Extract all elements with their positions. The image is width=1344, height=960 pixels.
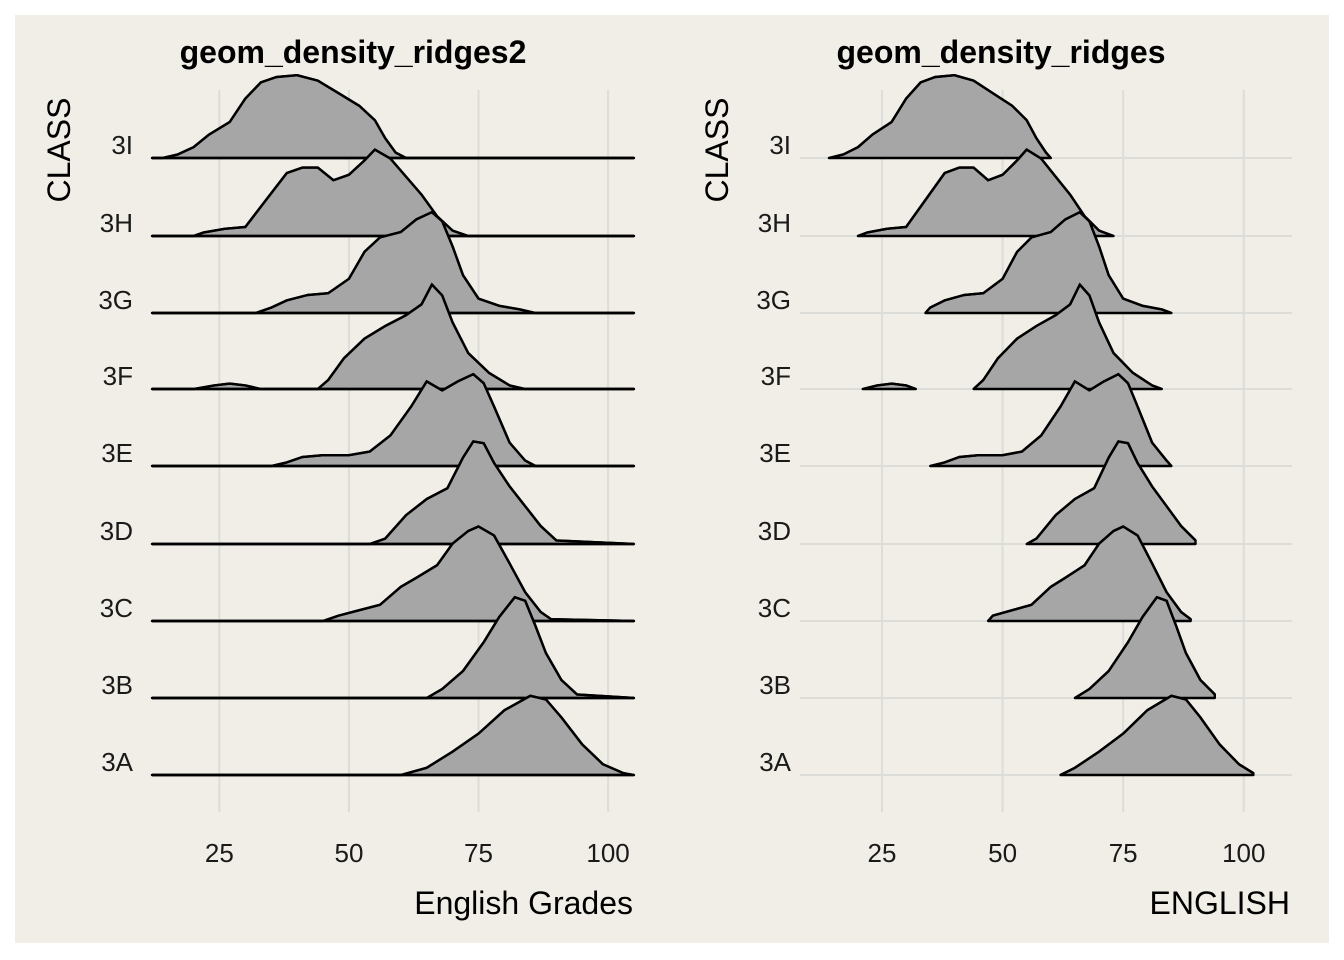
x-tick-label: 50: [334, 838, 363, 868]
ridge-outline-3F: [972, 282, 1163, 391]
ridge-outline-3A: [1059, 694, 1255, 777]
y-tick-label-3D: 3D: [758, 516, 791, 546]
y-tick-label-3I: 3I: [769, 130, 791, 160]
y-tick-label-3E: 3E: [101, 438, 133, 468]
ridge-outline-3B: [152, 595, 635, 700]
y-tick-label-3B: 3B: [101, 670, 133, 700]
ridge-outline-3C: [152, 525, 635, 623]
x-tick-label: 100: [586, 838, 629, 868]
ridge-outline-3H: [152, 148, 634, 238]
ridge-outline-3H: [857, 148, 1114, 238]
ridge-outline-3F: [152, 282, 634, 391]
y-tick-label-3B: 3B: [759, 670, 791, 700]
y-tick-label-3A: 3A: [101, 747, 133, 777]
ridge-outline-3E: [929, 372, 1173, 468]
ridge-outline-3G: [924, 210, 1172, 315]
left-y-axis-label: CLASS: [41, 98, 77, 203]
ridge-outline-3A: [152, 694, 635, 777]
ridge-outline-3F: [862, 382, 917, 391]
x-tick-label: 100: [1222, 838, 1265, 868]
right-panel: 25 50 75 100 3A 3B 3C 3D 3E 3F 3G 3H 3I: [756, 73, 1292, 868]
ridge-outline-3G: [152, 210, 634, 315]
ridge-outline-3C: [987, 525, 1192, 622]
x-tick-label: 25: [205, 838, 234, 868]
y-tick-label-3F: 3F: [103, 361, 133, 391]
x-tick-label: 50: [988, 838, 1017, 868]
left-x-axis-label: English Grades: [414, 885, 633, 921]
right-y-axis-label: CLASS: [699, 98, 735, 203]
ridge-outline-3I: [828, 73, 1052, 160]
y-tick-label-3E: 3E: [759, 438, 791, 468]
right-panel-title: geom_density_ridges: [837, 34, 1166, 70]
x-tick-label: 25: [868, 838, 897, 868]
left-panel-title: geom_density_ridges2: [180, 34, 527, 70]
ridge-outline-3B: [1074, 595, 1216, 700]
y-tick-label-3G: 3G: [98, 285, 133, 315]
y-tick-label-3C: 3C: [758, 593, 791, 623]
ridge-outline-3D: [1026, 440, 1197, 546]
y-tick-label-3G: 3G: [756, 285, 791, 315]
y-tick-label-3C: 3C: [100, 593, 133, 623]
x-tick-label: 75: [1109, 838, 1138, 868]
y-tick-label-3D: 3D: [100, 516, 133, 546]
ridge-outline-3I: [152, 73, 634, 160]
y-tick-label-3A: 3A: [759, 747, 791, 777]
y-tick-label-3H: 3H: [100, 208, 133, 238]
y-tick-label-3H: 3H: [758, 208, 791, 238]
left-panel: 25 50 75 100 3A 3B 3C 3D 3E 3F 3G 3H 3I: [98, 73, 636, 868]
x-tick-label: 75: [464, 838, 493, 868]
y-tick-label-3I: 3I: [111, 130, 133, 160]
right-x-axis-label: ENGLISH: [1150, 885, 1290, 921]
y-tick-label-3F: 3F: [761, 361, 791, 391]
ridge-outline-3D: [152, 440, 635, 546]
ridge-outline-3E: [152, 372, 634, 468]
